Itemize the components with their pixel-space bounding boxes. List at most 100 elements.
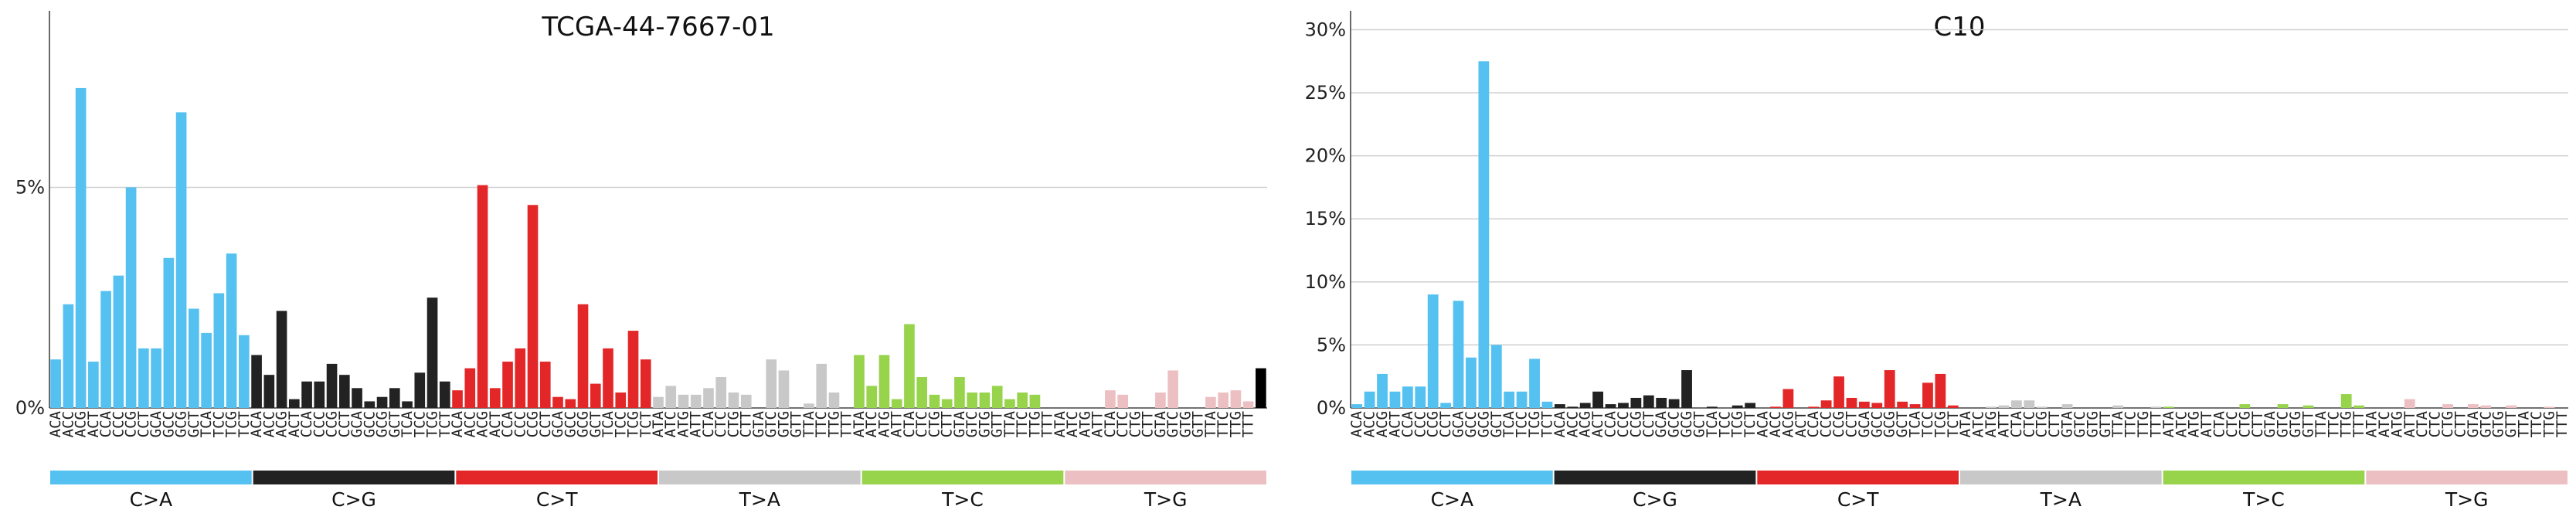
chart-panel-1: TCGA-44-7667-010%5%ACAACCACGACTCCACCCCCG… — [15, 11, 1267, 511]
x-tick-label: CTC — [2427, 411, 2444, 437]
bar — [2239, 404, 2251, 408]
bar — [213, 293, 225, 408]
bar — [539, 362, 551, 408]
bar — [1592, 391, 1604, 408]
x-tick-label: ACA — [47, 410, 64, 437]
bar — [640, 359, 651, 408]
x-tick-label: ATC — [1064, 411, 1081, 437]
bar — [1884, 370, 1895, 408]
bar — [1029, 394, 1041, 408]
x-tick-label: ATT — [2198, 411, 2215, 437]
x-tick-label: CTT — [2046, 411, 2063, 437]
x-tick-label: ACG — [274, 411, 291, 437]
x-tick-label: GTA — [1152, 410, 1169, 437]
mutation-type-label: C>T — [536, 488, 578, 511]
chart-panel-2: C100%5%10%15%20%25%30%ACAACCACGACTCCACCC… — [1305, 11, 2571, 511]
bar — [1541, 401, 1553, 408]
x-tick-label: GCT — [386, 411, 403, 437]
x-tick-label: CCA — [1399, 410, 1416, 437]
x-tick-label: ATC — [863, 411, 880, 437]
x-tick-label: CCC — [1412, 411, 1429, 437]
mutation-type-band — [253, 471, 455, 484]
bar — [941, 399, 953, 408]
mutation-type-label: C>A — [1431, 488, 1474, 511]
x-tick-label: GCA — [1856, 410, 1873, 437]
x-tick-label: ATG — [1983, 411, 2000, 437]
mutation-type-label: C>T — [1837, 488, 1879, 511]
y-tick-label: 0% — [15, 397, 45, 419]
x-tick-label: TCT — [236, 411, 253, 437]
bar — [1846, 397, 1857, 408]
x-tick-label: GCG — [173, 411, 190, 437]
x-tick-label: CCT — [1843, 411, 1860, 437]
bar — [979, 393, 991, 408]
bar — [301, 381, 312, 408]
x-tick-label: GTT — [2503, 411, 2520, 437]
x-tick-label: GCG — [1881, 411, 1898, 437]
bar — [1833, 376, 1844, 408]
y-tick-label: 15% — [1305, 208, 1346, 229]
x-tick-label: ACC — [1564, 411, 1581, 437]
x-tick-label: ATT — [889, 411, 906, 437]
x-tick-label: GCT — [185, 411, 202, 437]
x-tick-label: TCC — [1919, 411, 1936, 437]
x-tick-label: GCC — [160, 411, 177, 437]
bar — [113, 275, 124, 408]
bar — [603, 348, 613, 408]
mutation-type-band — [861, 471, 1064, 484]
x-tick-label: ACT — [85, 411, 102, 437]
y-tick-label: 5% — [1317, 334, 1346, 355]
bar — [2112, 405, 2124, 408]
x-tick-label: GTA — [2465, 410, 2482, 437]
bar — [690, 394, 702, 408]
x-tick-label: ACA — [1348, 410, 1365, 437]
bar — [1351, 404, 1363, 408]
x-tick-label: GCT — [1488, 411, 1505, 437]
x-tick-label: CTT — [2452, 411, 2469, 437]
bar — [1105, 390, 1116, 408]
x-tick-label: GCG — [374, 411, 391, 437]
bar — [1668, 399, 1680, 408]
mutation-type-band — [1065, 471, 1266, 484]
bar — [1858, 401, 1870, 408]
x-tick-label: TTG — [2540, 411, 2557, 437]
bar — [427, 297, 438, 408]
x-tick-label: CCA — [1602, 410, 1619, 437]
mutation-type-band — [50, 471, 252, 484]
x-tick-label: GCA — [1653, 410, 1670, 437]
x-tick-label: TCC — [210, 411, 227, 437]
x-tick-label: GTT — [788, 411, 805, 437]
x-tick-label: ATG — [875, 411, 892, 437]
x-tick-label: CTA — [2414, 410, 2431, 437]
x-tick-label: ACA — [248, 410, 265, 437]
x-tick-label: ATG — [2388, 411, 2405, 437]
x-tick-label: TCC — [1716, 411, 1733, 437]
x-tick-label: TTG — [1227, 411, 1244, 437]
x-tick-label: GCT — [587, 411, 604, 437]
bar — [364, 401, 376, 408]
bar — [967, 393, 978, 408]
y-tick-label: 5% — [15, 176, 45, 198]
x-tick-label: GTT — [1190, 411, 1207, 437]
x-tick-label: CTA — [1102, 410, 1119, 437]
x-tick-label: ATA — [650, 410, 667, 437]
bar — [1579, 403, 1591, 408]
x-tick-label: ACA — [1755, 410, 1772, 437]
x-tick-label: CCC — [1615, 411, 1632, 437]
x-tick-label: CTA — [700, 410, 717, 437]
x-tick-label: ATA — [1957, 410, 1974, 437]
bar — [1490, 345, 1502, 408]
x-tick-label: TCG — [625, 411, 642, 437]
y-tick-label: 10% — [1305, 271, 1346, 293]
mutation-type-band — [1351, 471, 1553, 484]
chart-title: TCGA-44-7667-01 — [541, 12, 774, 42]
x-tick-label: GCG — [575, 411, 592, 437]
bar — [138, 348, 149, 408]
bar — [766, 359, 777, 408]
bar — [2277, 404, 2289, 408]
x-tick-label: GTG — [1177, 411, 1194, 437]
bar — [866, 386, 878, 408]
x-tick-label: TCA — [600, 410, 617, 437]
x-tick-label: CTA — [2008, 410, 2025, 437]
x-tick-label: GCT — [1894, 411, 1911, 437]
